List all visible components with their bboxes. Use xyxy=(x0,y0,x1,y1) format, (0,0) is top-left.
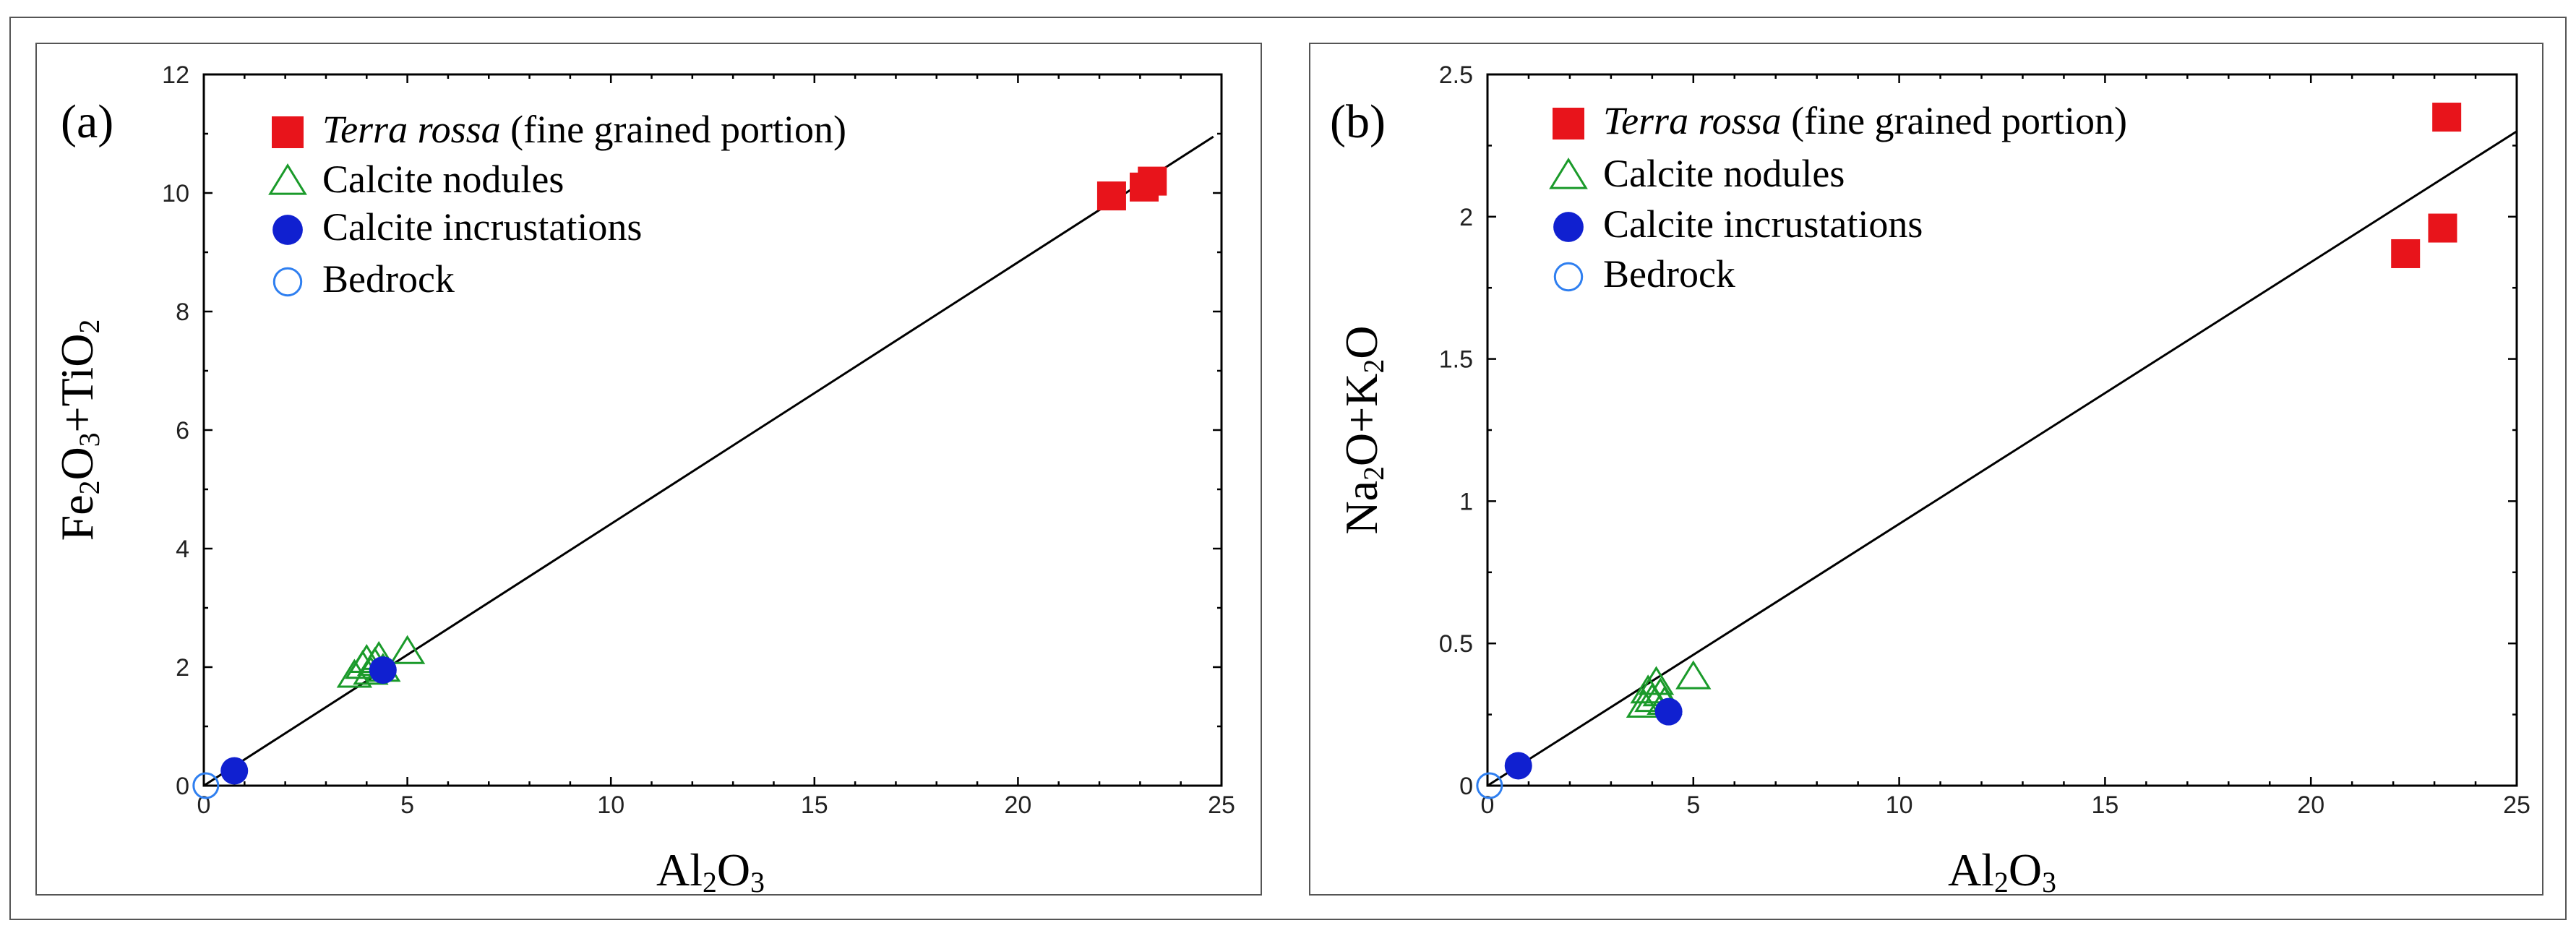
x-tick-label: 5 xyxy=(1686,791,1700,819)
panel-label: (b) xyxy=(1330,95,1386,148)
y-tick-label: 0.5 xyxy=(1439,630,1473,658)
y-tick-label: 1.5 xyxy=(1439,346,1473,374)
x-tick-label: 20 xyxy=(2297,791,2324,819)
data-point-incrustations xyxy=(1654,697,1683,726)
legend-marker-bedrock xyxy=(1553,262,1584,292)
y-axis-title: Na2O+K2O xyxy=(1336,325,1390,534)
data-point-terra-rossa xyxy=(1138,166,1167,196)
x-tick-label: 25 xyxy=(1208,791,1235,819)
x-tick-label: 15 xyxy=(801,791,828,819)
legend-label-nodules: Calcite nodules xyxy=(1603,152,1845,195)
y-tick-label: 8 xyxy=(176,299,189,326)
data-point-terra-rossa xyxy=(2391,239,2421,268)
y-tick-label: 6 xyxy=(176,417,189,445)
y-tick-label: 10 xyxy=(162,180,189,207)
y-tick-label: 0 xyxy=(1459,773,1473,800)
data-point-nodules xyxy=(1626,688,1662,718)
y-tick-label: 0 xyxy=(176,773,189,800)
legend-marker-nodules xyxy=(268,163,307,195)
panel-label: (a) xyxy=(61,95,113,148)
y-tick-label: 2 xyxy=(176,654,189,682)
x-tick-label: 15 xyxy=(2091,791,2118,819)
y-axis-title: Fe2O3+TiO2 xyxy=(51,319,106,541)
legend-label-nodules: Calcite nodules xyxy=(322,158,564,201)
data-point-nodules xyxy=(348,643,385,673)
trend-line xyxy=(1487,130,2517,787)
x-tick-label: 5 xyxy=(400,791,414,819)
panel-a-frame xyxy=(35,43,1262,896)
legend-label-bedrock: Bedrock xyxy=(322,257,455,301)
legend-label-bedrock: Bedrock xyxy=(1603,252,1735,296)
x-tick-label: 25 xyxy=(2503,791,2530,819)
y-tick-label: 2.5 xyxy=(1439,61,1473,89)
legend-label-incrustations: Calcite incrustations xyxy=(1603,202,1923,246)
legend-label-incrustations: Calcite incrustations xyxy=(322,205,642,249)
legend-marker-bedrock xyxy=(272,267,303,297)
data-point-terra-rossa xyxy=(2432,103,2462,132)
legend-marker-incrustations xyxy=(272,215,303,245)
legend-label-terra-rossa: Terra rossa (fine grained portion) xyxy=(322,108,846,151)
data-point-nodules xyxy=(389,635,426,664)
data-point-nodules xyxy=(1634,683,1670,713)
data-point-nodules xyxy=(1675,660,1712,690)
panel-b-frame xyxy=(1309,43,2543,896)
legend-marker-terra-rossa xyxy=(1553,108,1584,139)
x-axis-title: Al2O3 xyxy=(1948,844,2056,898)
legend-marker-terra-rossa xyxy=(272,116,304,148)
data-point-bedrock xyxy=(1476,772,1503,799)
legend-label-terra-rossa: Terra rossa (fine grained portion) xyxy=(1603,99,2127,142)
data-point-incrustations xyxy=(1504,752,1532,780)
data-point-incrustations xyxy=(220,757,249,785)
y-tick-label: 1 xyxy=(1459,488,1473,515)
y-tick-label: 12 xyxy=(162,61,189,89)
y-tick-label: 2 xyxy=(1459,204,1473,231)
data-point-nodules xyxy=(1638,666,1675,695)
x-tick-label: 10 xyxy=(597,791,624,819)
legend-marker-nodules xyxy=(1549,158,1588,189)
data-point-terra-rossa xyxy=(2428,213,2457,243)
data-point-incrustations xyxy=(369,656,397,684)
y-tick-label: 4 xyxy=(176,536,189,563)
legend-marker-incrustations xyxy=(1553,212,1584,242)
data-point-terra-rossa xyxy=(1096,181,1126,211)
x-tick-label: 10 xyxy=(1886,791,1913,819)
x-axis-title: Al2O3 xyxy=(656,844,765,898)
x-tick-label: 20 xyxy=(1004,791,1031,819)
data-point-bedrock xyxy=(192,772,220,799)
